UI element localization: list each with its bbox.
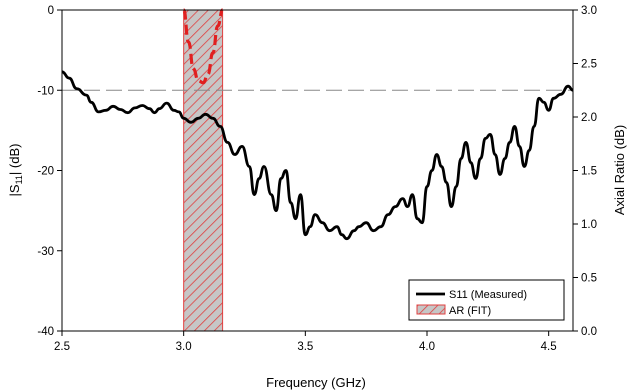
y-right-tick-label: 0.0 bbox=[581, 326, 597, 338]
y-left-tick-label: 0 bbox=[48, 5, 54, 17]
x-axis-title: Frequency (GHz) bbox=[266, 375, 366, 390]
y-right-axis-title: Axial Ratio (dB) bbox=[612, 125, 627, 215]
y-left-tick-label: -10 bbox=[37, 85, 54, 97]
series-line-ar bbox=[182, 8, 225, 85]
x-tick-label: 3.5 bbox=[297, 341, 313, 353]
y-right-tick-label: 1.5 bbox=[581, 166, 597, 178]
legend-label-s11: S11 (Measured) bbox=[449, 289, 527, 301]
x-tick-label: 2.5 bbox=[54, 341, 70, 353]
y-left-ticks: -40 -30 -20 -10 0 bbox=[37, 5, 62, 338]
y-right-tick-label: 0.5 bbox=[581, 273, 597, 285]
x-tick-label: 4.5 bbox=[541, 341, 557, 353]
ar-band-layer bbox=[183, 9, 224, 332]
series-line-s11 bbox=[61, 70, 574, 241]
y-left-axis-title: |S11| (dB) bbox=[7, 144, 24, 197]
y-left-tick-label: -20 bbox=[37, 166, 54, 178]
legend-swatch-ar bbox=[416, 304, 446, 315]
y-left-tick-label: -40 bbox=[37, 326, 54, 338]
x-tick-label: 4.0 bbox=[419, 341, 435, 353]
y-right-tick-label: 1.0 bbox=[581, 219, 597, 231]
x-tick-label: 3.0 bbox=[176, 341, 192, 353]
legend: S11 (Measured) AR (FIT) bbox=[408, 279, 565, 321]
ar-shaded-band bbox=[183, 9, 224, 332]
y-left-title-sub: 11 bbox=[14, 175, 24, 184]
y-right-tick-label: 2.0 bbox=[581, 112, 597, 124]
y-left-tick-label: -30 bbox=[37, 246, 54, 258]
y-left-title-main: |S bbox=[7, 184, 22, 196]
y-right-ticks: 0.0 0.5 1.0 1.5 2.0 2.5 3.0 bbox=[573, 5, 597, 338]
legend-label-ar: AR (FIT) bbox=[449, 305, 491, 317]
y-right-tick-label: 3.0 bbox=[581, 5, 597, 17]
x-ticks: 2.5 3.0 3.5 4.0 4.5 bbox=[54, 331, 557, 353]
series-layer bbox=[61, 8, 574, 241]
y-left-title-tail: | (dB) bbox=[7, 144, 22, 176]
y-right-tick-label: 2.5 bbox=[581, 59, 597, 71]
